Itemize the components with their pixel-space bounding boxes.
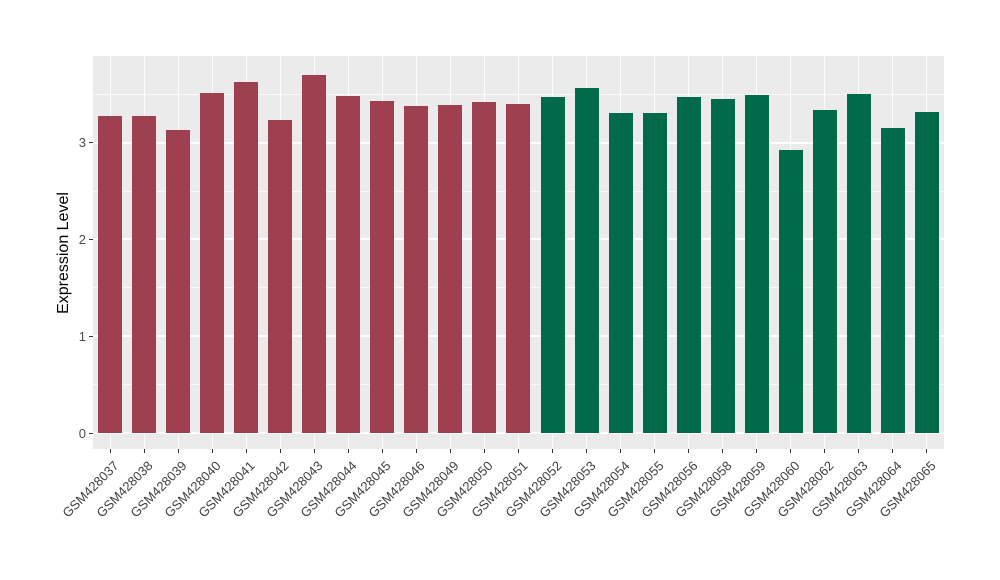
x-tick	[143, 449, 145, 453]
x-tick	[109, 449, 111, 453]
category-slot	[604, 56, 638, 449]
category-slot	[808, 56, 842, 449]
category-slot	[638, 56, 672, 449]
x-tick	[586, 449, 588, 453]
x-tick	[279, 449, 281, 453]
category-slot	[570, 56, 604, 449]
category-slot	[297, 56, 331, 449]
y-tick	[89, 142, 93, 144]
x-tick	[756, 449, 758, 453]
x-tick	[245, 449, 247, 453]
bar	[132, 115, 157, 433]
x-tick	[177, 449, 179, 453]
y-axis-title: Expression Level	[55, 192, 72, 314]
y-tick	[89, 335, 93, 337]
x-tick	[858, 449, 860, 453]
bar	[710, 99, 735, 433]
bar	[404, 105, 429, 433]
y-tick	[89, 432, 93, 434]
x-tick	[654, 449, 656, 453]
bar	[166, 130, 191, 433]
category-slot	[910, 56, 944, 449]
category-slot	[740, 56, 774, 449]
category-slot	[263, 56, 297, 449]
y-tick-label: 1	[78, 328, 86, 344]
category-slot	[161, 56, 195, 449]
category-slot	[501, 56, 535, 449]
bar	[880, 128, 905, 433]
category-slot	[536, 56, 570, 449]
category-slot	[365, 56, 399, 449]
x-tick	[722, 449, 724, 453]
x-tick	[688, 449, 690, 453]
category-slot	[774, 56, 808, 449]
bar	[370, 100, 395, 433]
x-tick	[620, 449, 622, 453]
category-slot	[876, 56, 910, 449]
category-slot	[93, 56, 127, 449]
y-tick-label: 0	[78, 425, 86, 441]
x-tick	[483, 449, 485, 453]
bar	[846, 94, 871, 433]
bar	[438, 104, 463, 433]
x-tick	[347, 449, 349, 453]
x-tick	[518, 449, 519, 453]
bar	[642, 112, 667, 433]
x-tick	[415, 449, 417, 453]
x-tick	[926, 449, 928, 453]
x-tick	[211, 449, 213, 453]
category-slot	[842, 56, 876, 449]
bar	[744, 95, 769, 433]
x-tick	[381, 449, 383, 453]
x-tick	[449, 449, 451, 453]
bar	[200, 93, 225, 433]
bar	[812, 109, 837, 433]
category-slot	[467, 56, 501, 449]
y-tick-label: 3	[78, 135, 86, 151]
bar	[506, 103, 531, 433]
bar	[778, 150, 803, 433]
category-slot	[672, 56, 706, 449]
x-tick	[790, 449, 792, 453]
bar	[608, 112, 633, 433]
category-slot	[706, 56, 740, 449]
x-tick	[313, 449, 315, 453]
category-slot	[331, 56, 365, 449]
category-slot	[195, 56, 229, 449]
bar	[268, 120, 293, 433]
x-tick	[824, 449, 826, 453]
bar	[540, 97, 565, 433]
bar	[336, 96, 361, 433]
category-slot	[399, 56, 433, 449]
bar	[914, 111, 939, 433]
x-tick	[892, 449, 894, 453]
y-tick	[89, 238, 93, 240]
bar	[472, 101, 497, 433]
x-tick	[552, 449, 554, 453]
plot-panel	[93, 56, 944, 449]
bar	[676, 97, 701, 433]
bar	[98, 115, 123, 433]
y-tick-label: 2	[78, 231, 86, 247]
category-slot	[433, 56, 467, 449]
bar	[574, 88, 599, 433]
category-slot	[127, 56, 161, 449]
bar	[234, 81, 259, 433]
category-slot	[229, 56, 263, 449]
bar	[302, 74, 327, 433]
